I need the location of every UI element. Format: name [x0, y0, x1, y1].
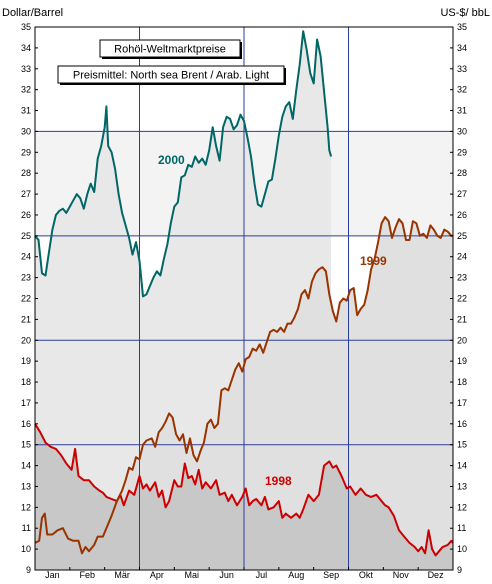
y-tick-label-left-11: 11: [22, 523, 31, 533]
chart-title-shadow-bottom: [102, 57, 242, 59]
y-tick-label-left-14: 14: [21, 461, 31, 471]
line-series-2000: [34, 30, 333, 298]
y-tick-label-left-27: 27: [21, 189, 31, 199]
y-axis-label-left: Dollar/Barrel: [2, 7, 63, 19]
x-tick-label-3: Mär: [114, 570, 130, 580]
series-label-1999: 1999: [360, 254, 387, 268]
line-series-1998: [34, 423, 454, 557]
y-tick-label-right-12: 12: [457, 502, 467, 512]
x-tick-label-11: Nov: [393, 570, 410, 580]
x-tick-label-1: Jan: [45, 570, 60, 580]
y-tick-label-left-25: 25: [21, 231, 31, 241]
y-tick-label-left-26: 26: [21, 210, 31, 220]
y-tick-label-right-22: 22: [457, 294, 467, 304]
y-tick-label-right-23: 23: [457, 273, 467, 283]
axis-ticks: 9 9 10 10 11 11 12 12 13 13 14 14 15 15 16 16 17 17 18 18 19…: [21, 22, 467, 580]
y-tick-label-left-30: 30: [21, 126, 31, 136]
y-tick-label-right-34: 34: [457, 43, 467, 53]
y-tick-label-left-19: 19: [21, 356, 31, 366]
series-label-2000: 2000: [158, 153, 185, 167]
chart-title-shadow: [240, 42, 242, 59]
y-tick-label-right-20: 20: [457, 335, 467, 345]
y-tick-label-left-32: 32: [21, 85, 31, 95]
x-tick-label-9: Sep: [323, 570, 339, 580]
series-lines: [34, 30, 454, 557]
y-tick-label-left-24: 24: [21, 252, 31, 262]
line-series-1999: [34, 216, 453, 555]
x-tick-label-10: Okt: [359, 570, 374, 580]
x-tick-label-2: Feb: [79, 570, 95, 580]
y-tick-label-right-28: 28: [457, 168, 467, 178]
y-tick-label-right-18: 18: [457, 377, 467, 387]
x-tick-label-6: Jun: [219, 570, 234, 580]
y-tick-label-right-15: 15: [457, 440, 467, 450]
x-tick-label-7: Jul: [256, 570, 268, 580]
series-label-1998: 1998: [265, 474, 292, 488]
y-tick-label-right-10: 10: [457, 544, 467, 554]
chart-subtitle-box: Preismittel: North sea Brent / Arab. Lig…: [57, 65, 286, 85]
y-tick-label-left-16: 16: [21, 419, 31, 429]
x-tick-label-5: Mai: [184, 570, 199, 580]
y-tick-label-right-30: 30: [457, 126, 467, 136]
x-tick-label-4: Apr: [150, 570, 164, 580]
y-tick-label-right-24: 24: [457, 252, 467, 262]
y-axis-label-right: US-$/ bbL: [440, 7, 490, 19]
y-tick-label-right-13: 13: [457, 481, 467, 491]
chart-subtitle-shadow: [284, 68, 286, 85]
chart-subtitle: Preismittel: North sea Brent / Arab. Lig…: [73, 70, 269, 82]
y-tick-label-left-13: 13: [21, 481, 31, 491]
chart-title-box: Rohöl-Weltmarktpreise: [99, 39, 242, 59]
y-tick-label-left-17: 17: [21, 398, 31, 408]
y-tick-label-left-20: 20: [21, 335, 31, 345]
y-tick-label-right-26: 26: [457, 210, 467, 220]
y-tick-label-right-31: 31: [457, 106, 467, 116]
y-tick-label-right-21: 21: [457, 314, 467, 324]
y-tick-label-right-16: 16: [457, 419, 467, 429]
y-tick-label-right-11: 11: [457, 523, 466, 533]
y-tick-label-right-25: 25: [457, 231, 467, 241]
y-tick-label-left-9: 9: [26, 565, 31, 575]
y-tick-label-right-19: 19: [457, 356, 467, 366]
y-tick-label-left-34: 34: [21, 43, 31, 53]
x-tick-label-12: Dez: [428, 570, 445, 580]
y-tick-label-right-9: 9: [457, 565, 462, 575]
y-tick-label-right-33: 33: [457, 64, 467, 74]
y-tick-label-left-31: 31: [21, 106, 31, 116]
x-tick-label-8: Aug: [288, 570, 304, 580]
y-tick-label-left-12: 12: [21, 502, 31, 512]
y-tick-label-right-35: 35: [457, 22, 467, 32]
chart-title: Rohöl-Weltmarktpreise: [114, 44, 226, 56]
y-tick-label-left-35: 35: [21, 22, 31, 32]
y-tick-label-left-23: 23: [21, 273, 31, 283]
chart-subtitle-shadow-bottom: [60, 83, 286, 85]
y-tick-label-right-17: 17: [457, 398, 467, 408]
y-tick-label-left-28: 28: [21, 168, 31, 178]
y-tick-label-right-29: 29: [457, 147, 467, 157]
y-tick-label-left-15: 15: [21, 440, 31, 450]
y-tick-label-left-10: 10: [21, 544, 31, 554]
y-tick-label-left-33: 33: [21, 64, 31, 74]
y-tick-label-left-21: 21: [21, 314, 31, 324]
y-tick-label-right-27: 27: [457, 189, 467, 199]
y-tick-label-left-29: 29: [21, 147, 31, 157]
y-tick-label-right-32: 32: [457, 85, 467, 95]
y-tick-label-left-18: 18: [21, 377, 31, 387]
y-tick-label-right-14: 14: [457, 461, 467, 471]
y-tick-label-left-22: 22: [21, 294, 31, 304]
